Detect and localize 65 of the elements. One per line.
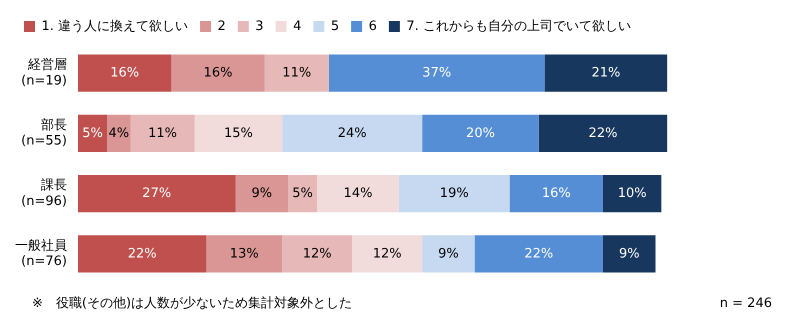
bar — [510, 174, 603, 212]
legend-label: 2 — [218, 18, 226, 34]
legend-label: 3 — [255, 18, 264, 34]
bar — [538, 114, 668, 152]
legend-label: 6 — [368, 18, 377, 34]
bar — [282, 235, 352, 273]
y-tick-label: 部長 (n=55) — [21, 118, 67, 149]
text: ※ 役職(その他)は人数が少ないため集計対象外とした — [32, 294, 352, 311]
data-label: 21% — [591, 66, 620, 80]
bar — [352, 235, 422, 273]
y-tick-label: 一般社員 (n=76) — [15, 238, 67, 270]
bar — [78, 235, 206, 273]
legend-label: 5 — [330, 18, 340, 34]
legend-label: 7. これからも自分の上司でいて欲しい — [406, 18, 631, 34]
data-label: 9% — [251, 186, 272, 201]
data-label: 16% — [204, 66, 232, 80]
bar — [603, 235, 656, 273]
bar — [398, 174, 510, 212]
data-label: 4% — [108, 126, 130, 141]
data-label: 16% — [110, 66, 140, 80]
data-label: 37% — [422, 66, 452, 80]
bar — [282, 114, 422, 152]
data-label: 27% — [142, 186, 172, 201]
data-label: 22% — [588, 126, 618, 141]
data-label: 24% — [338, 126, 367, 141]
bar — [544, 54, 668, 92]
bar — [264, 54, 329, 92]
legend-label: 4 — [293, 18, 302, 34]
y-tick-label: 課長 (n=96) — [21, 178, 67, 209]
data-label: 13% — [230, 246, 259, 262]
data-label: 9% — [438, 246, 459, 262]
data-label: 22% — [128, 246, 157, 262]
bar — [78, 54, 172, 92]
data-label: 5% — [82, 126, 103, 141]
data-label: 10% — [618, 186, 647, 201]
bar — [107, 114, 130, 152]
data-label: 16% — [542, 186, 571, 201]
data-label: 14% — [344, 186, 372, 201]
data-label: 12% — [302, 246, 332, 262]
bar — [206, 235, 282, 273]
bar — [171, 54, 265, 92]
text: n = 246 — [720, 296, 772, 311]
data-label: 9% — [618, 246, 640, 262]
data-label: 11% — [148, 126, 178, 141]
data-label: 19% — [440, 186, 469, 201]
bar — [603, 174, 662, 212]
data-label: 12% — [372, 246, 402, 262]
data-label: 11% — [282, 66, 312, 80]
bar — [130, 114, 195, 152]
legend-label: 1. 違う人に換えて欲しい — [42, 18, 188, 34]
data-label: 15% — [224, 126, 253, 141]
bar — [422, 235, 475, 273]
bar — [474, 235, 603, 273]
bar — [236, 174, 288, 212]
bar — [328, 54, 545, 92]
bar — [194, 114, 282, 152]
data-label: 22% — [524, 246, 554, 262]
data-label: 20% — [466, 126, 495, 141]
bar — [78, 174, 236, 212]
bar — [288, 174, 318, 212]
y-tick-label: 経営層 (n=19) — [21, 58, 67, 88]
bar — [317, 174, 399, 212]
data-label: 5% — [292, 186, 313, 201]
bar — [422, 114, 539, 152]
bar — [78, 114, 108, 152]
